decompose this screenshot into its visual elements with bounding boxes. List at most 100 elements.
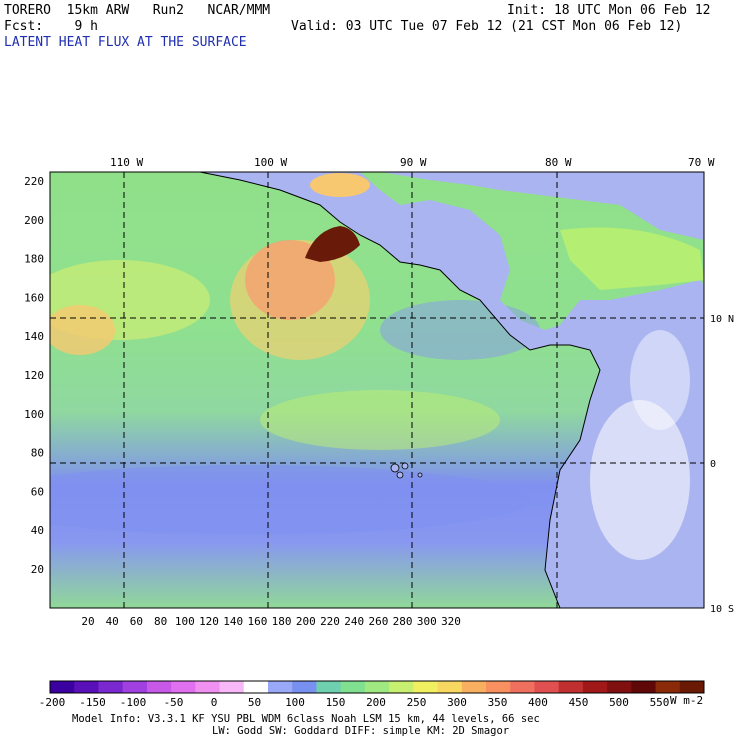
lon-label: 110 W	[110, 156, 143, 169]
colorbar-label: 350	[488, 696, 508, 709]
land-mass-north	[380, 172, 704, 240]
gulf-patch	[310, 173, 370, 197]
plot-frame	[49, 171, 705, 609]
colorbar-label: -200	[39, 696, 66, 709]
colorbar-swatch	[534, 681, 560, 693]
colorbar-swatch	[364, 681, 390, 693]
colorbar-labels: -200 -150 -100 -50 0 50 100 150 200 250 300 350 400 4…	[39, 696, 670, 709]
y-tick-label: 180	[24, 253, 44, 266]
colorbar-swatch	[316, 681, 342, 693]
x-tick-label: 40	[106, 615, 119, 628]
colorbar-label: 500	[609, 696, 629, 709]
x-tick-label: 200	[296, 615, 316, 628]
colorbar-swatch	[631, 681, 657, 693]
colorbar-label: -150	[79, 696, 106, 709]
colorbar-label: 0	[211, 696, 218, 709]
colorbar-swatch	[607, 681, 632, 693]
lon-label-group: 110 W 100 W 90 W 80 W 70 W	[110, 156, 715, 169]
y-tick-label: 100	[24, 408, 44, 421]
colorbar	[49, 680, 705, 694]
valid-time-label: Valid: 03 UTC Tue 07 Feb 12 (21 CST Mon …	[291, 19, 683, 34]
lat-label-group: 10 N 0 10 S	[710, 314, 734, 615]
colorbar-swatch	[486, 681, 511, 693]
y-tick-label: 40	[31, 524, 44, 537]
colorbar-label: 100	[285, 696, 305, 709]
colorbar-label: 250	[407, 696, 427, 709]
colorbar-swatch	[558, 681, 584, 693]
x-tick-label: 120	[199, 615, 219, 628]
colorbar-swatch	[243, 681, 269, 693]
lon-label: 90 W	[400, 156, 427, 169]
colorbar-swatch	[219, 681, 245, 693]
colorbar-label: 300	[447, 696, 467, 709]
colorbar-swatch	[655, 681, 681, 693]
field-title: LATENT HEAT FLUX AT THE SURFACE	[4, 35, 247, 50]
colorbar-label: 50	[248, 696, 261, 709]
x-tick-label: 260	[368, 615, 388, 628]
x-tick-label: 140	[223, 615, 243, 628]
x-tick-label: 300	[417, 615, 437, 628]
colorbar-label: -100	[120, 696, 147, 709]
lon-label: 100 W	[254, 156, 287, 169]
y-tick-label: 20	[31, 563, 44, 576]
colorbar-label: 200	[366, 696, 386, 709]
coastline	[199, 172, 601, 608]
forecast-hour-label: Fcst: 9 h	[4, 19, 98, 34]
colorbar-swatch	[461, 681, 487, 693]
colorbar-swatch	[679, 681, 705, 693]
field-plot	[50, 172, 704, 608]
graticule	[50, 172, 704, 608]
x-tick-label: 20	[81, 615, 94, 628]
x-tick-label: 80	[154, 615, 167, 628]
x-tick-label: 160	[247, 615, 267, 628]
x-tick-label: 220	[320, 615, 340, 628]
colorbar-swatch	[98, 681, 124, 693]
x-tick-label: 280	[393, 615, 413, 628]
colorbar-label: 150	[326, 696, 346, 709]
caribbean-patch	[560, 227, 704, 290]
y-tick-label: 120	[24, 369, 44, 382]
colorbar-swatch	[195, 681, 221, 693]
model-run-label: TORERO 15km ARW Run2 NCAR/MMM	[4, 3, 271, 18]
y-tick-label: 60	[31, 485, 44, 498]
galapagos-islands	[390, 462, 423, 479]
colorbar-swatch	[292, 681, 317, 693]
colorbar-swatch	[340, 681, 366, 693]
colorbar-label: -50	[164, 696, 184, 709]
colorbar-label: 400	[528, 696, 548, 709]
colorbar-swatch	[389, 681, 414, 693]
y-tick-label: 140	[24, 330, 44, 343]
y-tick-group: 220 200 180 160 140 120 100 80 60 40 20	[24, 175, 44, 576]
colorbar-units: W m-2	[670, 694, 703, 707]
land-mass	[200, 172, 704, 608]
colorbar-swatch	[50, 681, 75, 693]
x-tick-label: 240	[344, 615, 364, 628]
init-time-label: Init: 18 UTC Mon 06 Feb 12	[507, 3, 711, 18]
colorbar-swatch	[268, 681, 293, 693]
andes-white-north	[630, 330, 690, 430]
x-tick-label: 100	[175, 615, 195, 628]
colorbar-swatch	[122, 681, 148, 693]
colorbar-label: 450	[569, 696, 589, 709]
lat-label: 10 S	[710, 604, 734, 615]
colorbar-frame	[49, 680, 705, 694]
y-tick-label: 80	[31, 447, 44, 460]
low-flux-band	[50, 465, 530, 535]
y-tick-label: 200	[24, 214, 44, 227]
lon-label: 70 W	[688, 156, 715, 169]
colorbar-swatch	[582, 681, 608, 693]
lat-label: 10 N	[710, 314, 734, 325]
flux-band-orange-west	[50, 305, 115, 355]
colorbar-swatch	[413, 681, 439, 693]
x-tick-group: 20 40 60 80 100 120 140 160 180 200 220 240 260 280 30…	[81, 615, 461, 628]
colorbar-label: 550	[650, 696, 670, 709]
model-info-line: Model Info: V3.3.1 KF YSU PBL WDM 6class…	[72, 713, 540, 725]
andes-white	[590, 400, 690, 560]
y-tick-label: 220	[24, 175, 44, 188]
lon-label: 80 W	[545, 156, 572, 169]
colorbar-swatch	[510, 681, 535, 693]
x-tick-label: 180	[272, 615, 292, 628]
physics-info-line: LW: Godd SW: Goddard DIFF: simple KM: 2D…	[212, 725, 509, 737]
colorbar-swatch	[437, 681, 463, 693]
